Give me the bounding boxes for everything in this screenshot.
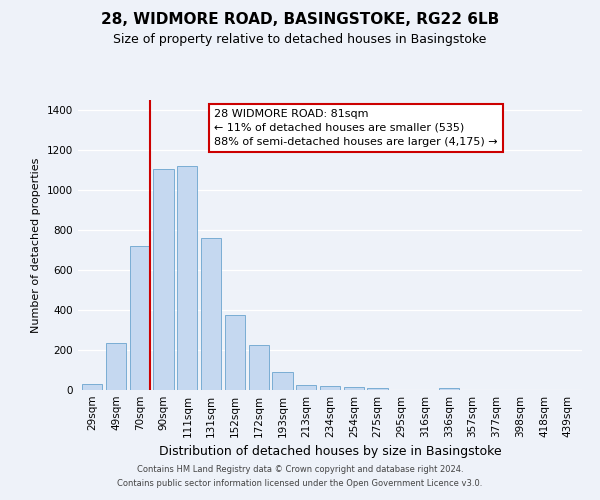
- Bar: [106, 343, 126, 390]
- Y-axis label: Number of detached properties: Number of detached properties: [31, 158, 41, 332]
- X-axis label: Distribution of detached houses by size in Basingstoke: Distribution of detached houses by size …: [158, 446, 502, 458]
- Bar: [201, 238, 221, 390]
- Bar: [154, 169, 173, 390]
- Bar: [248, 345, 269, 390]
- Bar: [82, 384, 103, 390]
- Bar: [225, 315, 245, 390]
- Bar: [130, 246, 150, 390]
- Bar: [344, 387, 364, 390]
- Bar: [296, 384, 316, 390]
- Bar: [320, 386, 340, 390]
- Bar: [272, 372, 293, 390]
- Text: 28 WIDMORE ROAD: 81sqm
← 11% of detached houses are smaller (535)
88% of semi-de: 28 WIDMORE ROAD: 81sqm ← 11% of detached…: [214, 108, 498, 146]
- Bar: [367, 388, 388, 390]
- Text: Contains HM Land Registry data © Crown copyright and database right 2024.
Contai: Contains HM Land Registry data © Crown c…: [118, 466, 482, 487]
- Text: 28, WIDMORE ROAD, BASINGSTOKE, RG22 6LB: 28, WIDMORE ROAD, BASINGSTOKE, RG22 6LB: [101, 12, 499, 28]
- Bar: [439, 388, 459, 390]
- Bar: [177, 166, 197, 390]
- Text: Size of property relative to detached houses in Basingstoke: Size of property relative to detached ho…: [113, 32, 487, 46]
